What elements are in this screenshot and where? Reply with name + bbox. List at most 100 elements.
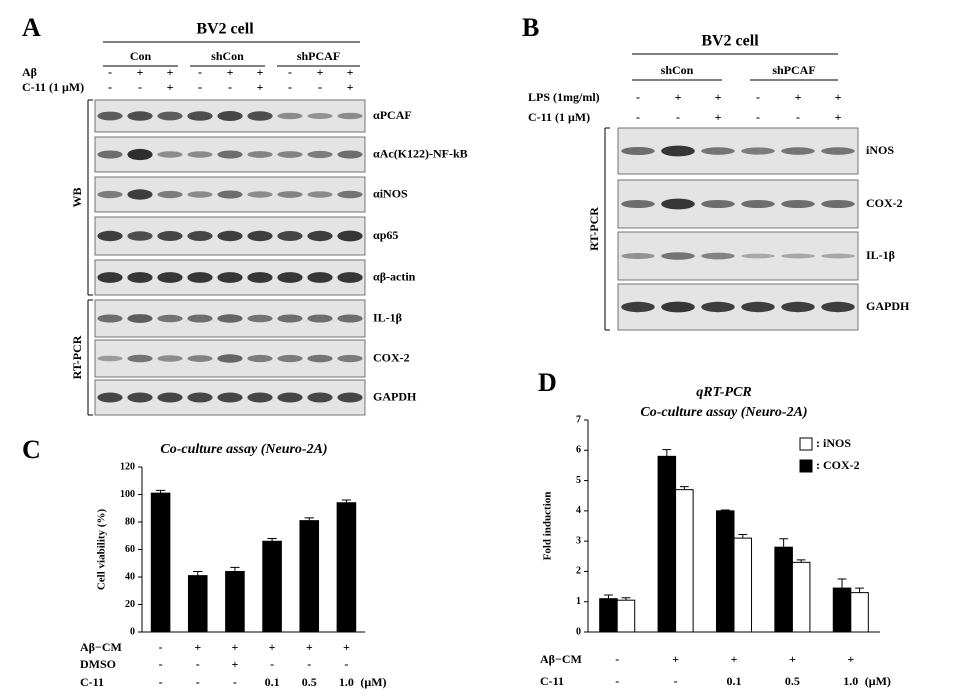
blot-band <box>621 253 655 259</box>
group-label: shPCAF <box>297 49 340 63</box>
treatment-sign: + <box>257 80 264 94</box>
blot-band <box>127 272 153 283</box>
bar <box>715 510 735 633</box>
treatment-sign: + <box>715 90 722 104</box>
y-tick-label: 5 <box>576 475 581 486</box>
condition-value: + <box>731 652 738 666</box>
error-bar <box>779 538 789 548</box>
error-bar <box>621 597 631 601</box>
condition-value: - <box>196 657 200 671</box>
error-bar <box>193 571 203 576</box>
blot-band <box>217 392 243 403</box>
condition-value: - <box>615 674 619 688</box>
blot-band <box>157 272 183 283</box>
treatment-sign: - <box>288 80 292 94</box>
treatment-sign: - <box>198 65 202 79</box>
blot-background <box>617 283 859 331</box>
blot-band <box>277 231 303 241</box>
treatment-sign: + <box>167 80 174 94</box>
condition-value: + <box>194 640 201 654</box>
y-axis-label: Cell viability (%) <box>96 509 108 591</box>
blot-band <box>217 272 243 283</box>
treatment-sign: - <box>636 110 640 124</box>
condition-value: + <box>847 652 854 666</box>
blot-band <box>661 145 695 157</box>
error-bar <box>796 559 806 563</box>
band-label: αiNOS <box>373 186 408 200</box>
blot-band <box>277 392 303 403</box>
legend-label: : COX-2 <box>816 458 860 472</box>
condition-value: - <box>674 674 678 688</box>
blot-band <box>217 150 243 159</box>
bar <box>733 537 753 633</box>
panel-letter: B <box>522 13 539 42</box>
treatment-sign: + <box>715 110 722 124</box>
section-label: RT-PCR <box>70 335 84 379</box>
chart-subtitle: Co-culture assay (Neuro-2A) <box>640 405 807 420</box>
bar <box>832 587 852 633</box>
treatment-sign: - <box>756 110 760 124</box>
blot-band <box>307 392 333 403</box>
condition-value: 0.5 <box>785 674 800 688</box>
treatment-sign: + <box>347 80 354 94</box>
treatment-sign: + <box>795 90 802 104</box>
blot-band <box>127 314 153 323</box>
blot-band <box>821 253 855 259</box>
blot-band <box>97 150 123 159</box>
y-tick-label: 2 <box>576 566 581 577</box>
panel-title: BV2 cell <box>701 33 759 50</box>
blot-band <box>157 392 183 403</box>
band-label: COX-2 <box>866 196 903 210</box>
blot-band <box>187 314 213 323</box>
blot-band <box>247 392 273 403</box>
band-label: GAPDH <box>373 389 417 403</box>
blot-band <box>97 190 123 199</box>
blot-band <box>701 200 735 208</box>
blot-band <box>781 301 815 313</box>
y-tick-label: 3 <box>576 535 581 546</box>
y-tick-label: 6 <box>576 445 581 456</box>
unit-label: (μM) <box>865 674 891 688</box>
blot-band <box>277 272 303 283</box>
blot-band <box>217 354 243 363</box>
blot-band <box>187 355 213 362</box>
blot-band <box>247 191 273 198</box>
blot-band <box>661 198 695 210</box>
bar <box>657 455 677 633</box>
treatment-sign: - <box>756 90 760 104</box>
error-bar <box>155 489 166 494</box>
blot-band <box>277 314 303 323</box>
blot-background <box>617 179 859 229</box>
blot-band <box>821 147 855 155</box>
blot-band <box>127 148 153 161</box>
error-bar <box>341 499 352 503</box>
group-label: shCon <box>211 49 244 63</box>
treatment-sign: + <box>347 65 354 79</box>
blot-band <box>701 147 735 155</box>
blot-band <box>337 392 363 403</box>
error-bar <box>720 509 730 511</box>
error-bar <box>230 566 240 572</box>
bar <box>850 592 869 633</box>
bar <box>774 546 793 633</box>
condition-value: + <box>343 640 350 654</box>
condition-value: + <box>231 640 238 654</box>
blot-band <box>307 230 333 242</box>
treatment-label: C-11 (1 μM) <box>22 80 84 94</box>
blot-band <box>247 314 273 323</box>
blot-band <box>307 150 333 159</box>
treatment-sign: - <box>198 80 202 94</box>
treatment-sign: + <box>835 110 842 124</box>
error-bar <box>662 449 672 457</box>
blot-band <box>187 272 213 283</box>
section-label: WB <box>70 187 84 207</box>
blot-band <box>157 355 183 362</box>
blot-band <box>187 231 213 241</box>
unit-label: (μM) <box>360 675 386 689</box>
blot-band <box>661 252 695 260</box>
blot-band <box>247 230 273 242</box>
blot-band <box>247 151 273 158</box>
blot-band <box>127 231 153 241</box>
blot-band <box>741 200 775 208</box>
error-bar <box>304 517 314 521</box>
